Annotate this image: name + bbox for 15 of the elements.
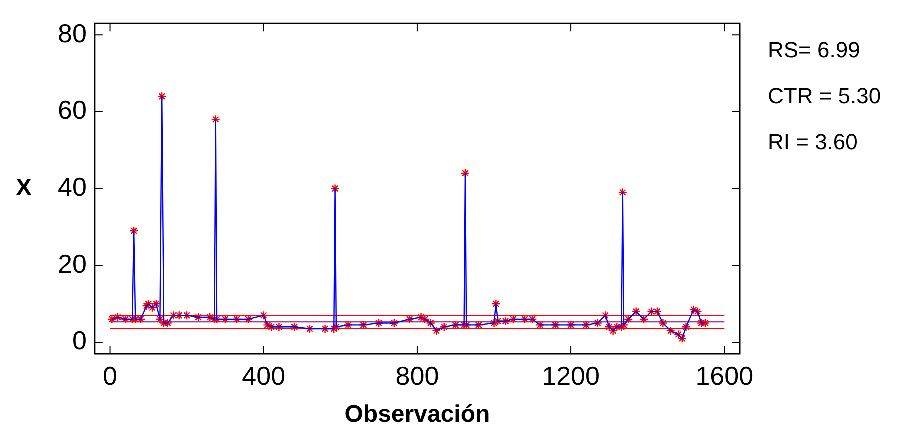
y-tick-label: 40: [58, 172, 87, 202]
y-tick-label: 60: [58, 95, 87, 126]
x-tick-label: 400: [242, 360, 286, 391]
x-tick-label: 800: [396, 360, 440, 391]
text: RI = 3.60: [768, 130, 858, 155]
x-tick-label: 1200: [542, 360, 600, 391]
y-tick-label: 80: [58, 18, 87, 48]
x-tick-label: 1600: [696, 360, 754, 391]
y-tick-label: 20: [58, 248, 87, 279]
x-tick-label: 0: [103, 360, 118, 391]
y-axis-title: X: [16, 174, 32, 202]
y-tick-label: 0: [72, 326, 87, 356]
text: RS= 6.99: [768, 38, 860, 63]
text: CTR = 5.30: [768, 84, 882, 109]
x-axis-title: Observación: [344, 401, 490, 428]
